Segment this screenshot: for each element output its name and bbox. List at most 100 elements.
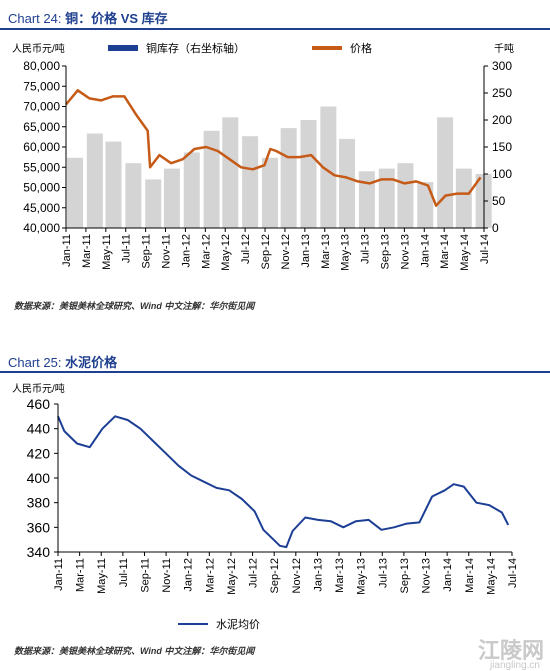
chart24-legend-price: 价格 (312, 40, 372, 56)
left-tick-label: 75,000 (23, 79, 60, 93)
x-tick-label: Sep-11 (141, 234, 153, 269)
chart25-legend: 水泥均价 (178, 616, 260, 632)
x-tick-label: Jul-13 (377, 558, 389, 588)
x-tick-label: Sep-12 (269, 558, 281, 593)
price-legend-label: 价格 (350, 43, 372, 55)
y-tick-label: 440 (27, 421, 51, 437)
right-tick-label: 0 (492, 221, 499, 235)
right-tick-label: 250 (492, 86, 512, 100)
y-tick-label: 360 (27, 519, 51, 535)
x-tick-label: May-11 (101, 234, 113, 270)
x-tick-label: Nov-13 (421, 558, 433, 593)
right-tick-label: 150 (492, 140, 512, 154)
chart24-right-unit: 千吨 (494, 44, 514, 55)
inventory-bar (67, 157, 83, 228)
inventory-bar (320, 106, 337, 228)
x-tick-label: Jan-14 (419, 234, 431, 268)
inventory-bar (417, 182, 434, 228)
chart25-source: 数据来源：美银美林全球研究、Wind 中文注解：华尔街见闻 (14, 646, 255, 656)
x-tick-label: May-12 (226, 558, 238, 595)
right-tick-label: 100 (492, 167, 512, 181)
x-tick-label: Mar-12 (204, 558, 216, 593)
x-tick-label: Nov-12 (280, 234, 292, 269)
y-tick-label: 420 (27, 445, 51, 461)
inventory-bar (86, 133, 103, 228)
x-tick-label: Mar-12 (200, 234, 212, 269)
x-tick-label: Jul-14 (507, 558, 519, 588)
x-tick-label: Jul-11 (118, 558, 130, 587)
inventory-bar (145, 179, 162, 228)
inventory-bar (358, 171, 375, 228)
left-tick-label: 55,000 (23, 160, 60, 174)
x-tick-label: Jan-11 (61, 234, 73, 267)
x-tick-label: May-14 (485, 558, 497, 595)
right-tick-label: 50 (492, 194, 506, 208)
left-tick-label: 50,000 (23, 181, 60, 195)
left-tick-label: 60,000 (23, 140, 60, 154)
chart24-source: 数据来源：美银美林全球研究、Wind 中文注解：华尔街见闻 (14, 301, 255, 311)
inventory-bar (455, 168, 472, 228)
inventory-bar (125, 163, 142, 228)
cement-legend-label: 水泥均价 (216, 619, 260, 631)
chart25-title: Chart 25: 水泥价格 (8, 352, 117, 371)
y-tick-label: 460 (27, 396, 51, 412)
chart25-title-text: 水泥价格 (65, 355, 118, 370)
inventory-bar (183, 152, 200, 228)
chart24-left-unit: 人民币元/吨 (12, 44, 65, 55)
x-tick-label: Sep-12 (260, 234, 272, 269)
x-tick-label: Nov-12 (291, 558, 303, 593)
x-tick-label: Jan-13 (300, 234, 312, 268)
price-swatch (312, 46, 342, 50)
x-tick-label: Jan-12 (180, 234, 192, 268)
price-line (65, 89, 482, 207)
chart25-unit: 人民币元/吨 (12, 384, 65, 395)
y-tick-label: 380 (27, 495, 51, 511)
chart25-title-num: Chart 25: (8, 355, 62, 370)
inventory-swatch (108, 45, 138, 51)
chart24-legend-inventory: 铜库存（右坐标轴） (108, 40, 245, 56)
inventory-bar (222, 117, 239, 228)
x-tick-label: Sep-11 (139, 558, 151, 593)
x-tick-label: Mar-11 (81, 234, 93, 268)
chart24-title: Chart 24: 铜：价格 VS 库存 (8, 8, 168, 27)
chart24-title-num: Chart 24: (8, 11, 62, 26)
left-tick-label: 65,000 (23, 120, 60, 134)
inventory-bar (203, 130, 220, 228)
x-tick-label: Sep-13 (379, 234, 391, 269)
left-tick-label: 80,000 (23, 59, 60, 73)
x-tick-label: Jul-12 (248, 558, 260, 588)
inventory-bar (163, 168, 180, 228)
cement-chart: 340 360 380 400 420 440 460 Jan-11 Mar-11 May-11 J… (27, 396, 519, 595)
x-tick-label: Sep-13 (399, 558, 411, 593)
inventory-bar (261, 157, 278, 228)
copper-chart: 40,000 45,000 50,000 55,000 60,000 65,000 70,0… (23, 59, 512, 271)
watermark-logo: 江陵网 (477, 638, 544, 663)
inventory-bar (242, 136, 259, 228)
chart25-title-rule (0, 371, 550, 373)
x-tick-label: May-13 (340, 234, 352, 271)
x-tick-label: Jan-11 (53, 558, 65, 591)
right-tick-label: 300 (492, 59, 512, 73)
chart24-title-rule (0, 28, 550, 30)
inventory-bar (300, 120, 317, 228)
inventory-bar (437, 117, 454, 228)
x-tick-label: Nov-13 (399, 234, 411, 269)
inventory-legend-label: 铜库存（右坐标轴） (146, 43, 245, 55)
x-tick-label: May-13 (356, 558, 368, 595)
inventory-bar (280, 128, 297, 228)
cement-swatch (178, 623, 208, 625)
x-tick-label: Jan-14 (442, 558, 454, 592)
right-tick-label: 200 (492, 113, 512, 127)
watermark-url: jiangling.cn (489, 660, 540, 671)
x-tick-label: Mar-13 (334, 558, 346, 593)
x-tick-label: Mar-11 (75, 558, 87, 592)
x-tick-label: Mar-13 (320, 234, 332, 269)
x-tick-label: Jul-13 (360, 234, 372, 264)
x-tick-label: Jan-13 (312, 558, 324, 592)
x-tick-label: Mar-14 (439, 234, 451, 269)
chart24-title-text: 铜：价格 VS 库存 (65, 11, 168, 26)
left-tick-label: 45,000 (23, 201, 60, 215)
x-tick-label: Nov-11 (161, 558, 173, 593)
x-tick-label: Nov-11 (161, 234, 173, 269)
left-tick-label: 70,000 (23, 100, 60, 114)
